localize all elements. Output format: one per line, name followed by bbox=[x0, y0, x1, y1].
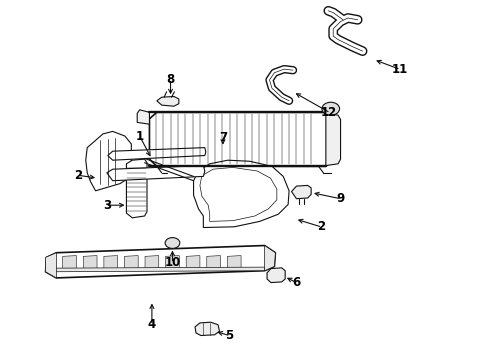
Text: 9: 9 bbox=[337, 192, 344, 205]
Polygon shape bbox=[227, 256, 241, 269]
Text: 5: 5 bbox=[225, 329, 233, 342]
Text: 12: 12 bbox=[321, 106, 338, 119]
Polygon shape bbox=[157, 96, 179, 106]
Polygon shape bbox=[186, 256, 200, 269]
Text: 6: 6 bbox=[293, 276, 300, 289]
Text: 8: 8 bbox=[167, 73, 174, 86]
Polygon shape bbox=[126, 159, 147, 218]
Polygon shape bbox=[124, 256, 138, 269]
Text: 4: 4 bbox=[148, 318, 156, 330]
Text: 3: 3 bbox=[103, 199, 111, 212]
Polygon shape bbox=[63, 256, 76, 269]
Text: 10: 10 bbox=[164, 256, 181, 269]
Polygon shape bbox=[200, 167, 277, 221]
Polygon shape bbox=[104, 256, 118, 269]
Polygon shape bbox=[166, 256, 179, 269]
Polygon shape bbox=[145, 256, 159, 269]
Polygon shape bbox=[195, 322, 220, 336]
Polygon shape bbox=[326, 112, 341, 166]
Circle shape bbox=[322, 102, 340, 115]
Text: 2: 2 bbox=[74, 169, 82, 182]
Polygon shape bbox=[46, 246, 275, 278]
Polygon shape bbox=[83, 256, 97, 269]
Polygon shape bbox=[86, 131, 131, 191]
Polygon shape bbox=[207, 256, 220, 269]
Polygon shape bbox=[265, 246, 275, 271]
Polygon shape bbox=[149, 112, 334, 166]
Polygon shape bbox=[292, 185, 311, 199]
Polygon shape bbox=[194, 160, 289, 228]
Polygon shape bbox=[108, 148, 206, 160]
Polygon shape bbox=[137, 110, 149, 124]
Polygon shape bbox=[46, 253, 56, 278]
Text: 7: 7 bbox=[219, 131, 227, 144]
Text: 2: 2 bbox=[317, 220, 325, 233]
Polygon shape bbox=[267, 268, 285, 283]
Circle shape bbox=[165, 238, 180, 248]
Polygon shape bbox=[46, 267, 265, 272]
Text: 11: 11 bbox=[391, 63, 408, 76]
Text: 1: 1 bbox=[136, 130, 144, 143]
Polygon shape bbox=[107, 166, 205, 181]
